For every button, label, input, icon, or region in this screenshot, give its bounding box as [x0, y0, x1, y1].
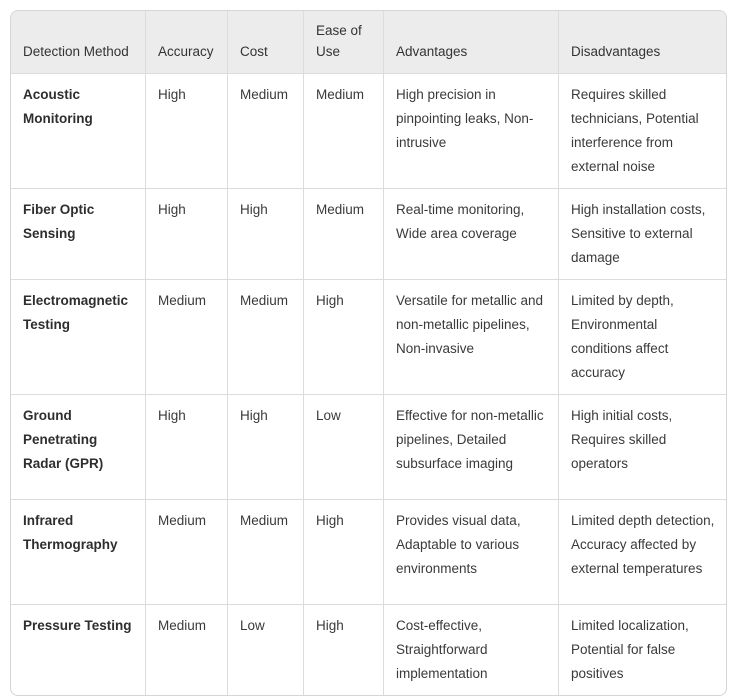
accuracy-cell: High	[146, 395, 228, 500]
col-header-ease-of-use: Ease of Use	[304, 11, 384, 74]
table-row-ground-penetrating-radar: Ground Penetrating Radar (GPR) High High…	[11, 395, 726, 500]
col-header-detection-method: Detection Method	[11, 11, 146, 74]
advantages-cell: Provides visual data, Adaptable to vario…	[384, 500, 559, 605]
ease-of-use-cell: Medium	[304, 189, 384, 280]
table-row-acoustic-monitoring: Acoustic Monitoring High Medium Medium H…	[11, 74, 726, 189]
ease-of-use-cell: Low	[304, 395, 384, 500]
cost-cell: Medium	[228, 74, 304, 189]
method-cell: Infrared Thermography	[11, 500, 146, 605]
advantages-cell: Real-time monitoring, Wide area coverage	[384, 189, 559, 280]
detection-methods-table: Detection Method Accuracy Cost Ease of U…	[10, 10, 727, 696]
disadvantages-cell: High installation costs, Sensitive to ex…	[559, 189, 726, 280]
ease-of-use-cell: High	[304, 605, 384, 695]
cost-cell: Low	[228, 605, 304, 695]
disadvantages-cell: Limited localization, Potential for fals…	[571, 618, 689, 681]
accuracy-cell: High	[146, 74, 228, 189]
accuracy-cell: Medium	[146, 280, 228, 395]
disadvantages-cell: High initial costs, Requires skilled ope…	[559, 395, 726, 500]
advantages-cell: High precision in pinpointing leaks, Non…	[384, 74, 559, 189]
ease-of-use-cell: High	[304, 280, 384, 395]
col-header-cost: Cost	[228, 11, 304, 74]
table-row-infrared-thermography: Infrared Thermography Medium Medium High…	[11, 500, 726, 605]
table-row-electromagnetic-testing: Electromagnetic Testing Medium Medium Hi…	[11, 280, 726, 395]
accuracy-cell: High	[146, 189, 228, 280]
cost-cell: High	[228, 395, 304, 500]
table-row-fiber-optic-sensing: Fiber Optic Sensing High High Medium Rea…	[11, 189, 726, 280]
method-cell: Ground Penetrating Radar (GPR)	[11, 395, 146, 500]
cost-cell: Medium	[228, 500, 304, 605]
col-header-disadvantages: Disadvantages	[559, 11, 726, 74]
ease-of-use-cell: High	[304, 500, 384, 605]
method-cell: Fiber Optic Sensing	[11, 189, 146, 280]
disadvantages-cell: Limited depth detection, Accuracy affect…	[559, 500, 726, 605]
ease-of-use-cell: Medium	[304, 74, 384, 189]
advantages-cell: Cost-effective, Straightforward implemen…	[384, 605, 559, 695]
advantages-cell: Versatile for metallic and non-metallic …	[384, 280, 559, 395]
accuracy-cell: Medium	[146, 605, 228, 695]
method-cell: Pressure Testing	[11, 605, 146, 695]
accuracy-cell: Medium	[146, 500, 228, 605]
method-cell: Acoustic Monitoring	[11, 74, 146, 189]
cost-cell: Medium	[228, 280, 304, 395]
disadvantages-cell: Limited by depth, Environmental conditio…	[559, 280, 726, 395]
disadvantages-cell: Requires skilled technicians, Potential …	[559, 74, 726, 189]
col-header-advantages: Advantages	[384, 11, 559, 74]
col-header-accuracy: Accuracy	[146, 11, 228, 74]
table-row-pressure-testing: Pressure Testing Medium Low High Cost-ef…	[11, 605, 726, 695]
table-header-row: Detection Method Accuracy Cost Ease of U…	[11, 11, 726, 74]
comparison-table: Detection Method Accuracy Cost Ease of U…	[11, 11, 726, 695]
cost-cell: High	[228, 189, 304, 280]
advantages-cell: Effective for non-metallic pipelines, De…	[384, 395, 559, 500]
method-cell: Electromagnetic Testing	[11, 280, 146, 395]
